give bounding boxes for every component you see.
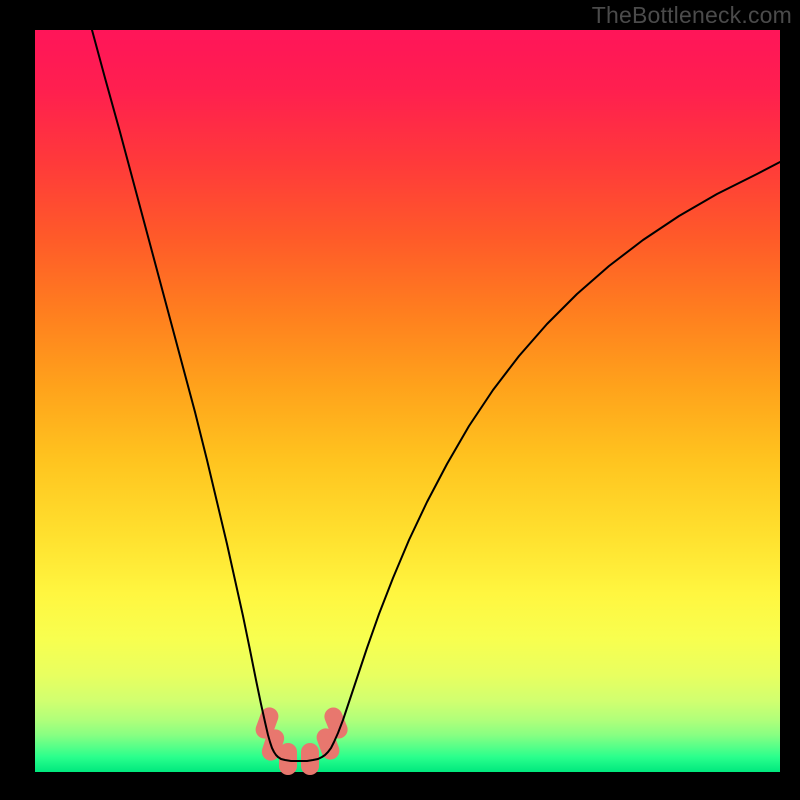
watermark-text: TheBottleneck.com <box>592 2 792 29</box>
chart-container: TheBottleneck.com <box>0 0 800 800</box>
plot-svg <box>0 0 800 800</box>
plot-background <box>35 30 780 772</box>
